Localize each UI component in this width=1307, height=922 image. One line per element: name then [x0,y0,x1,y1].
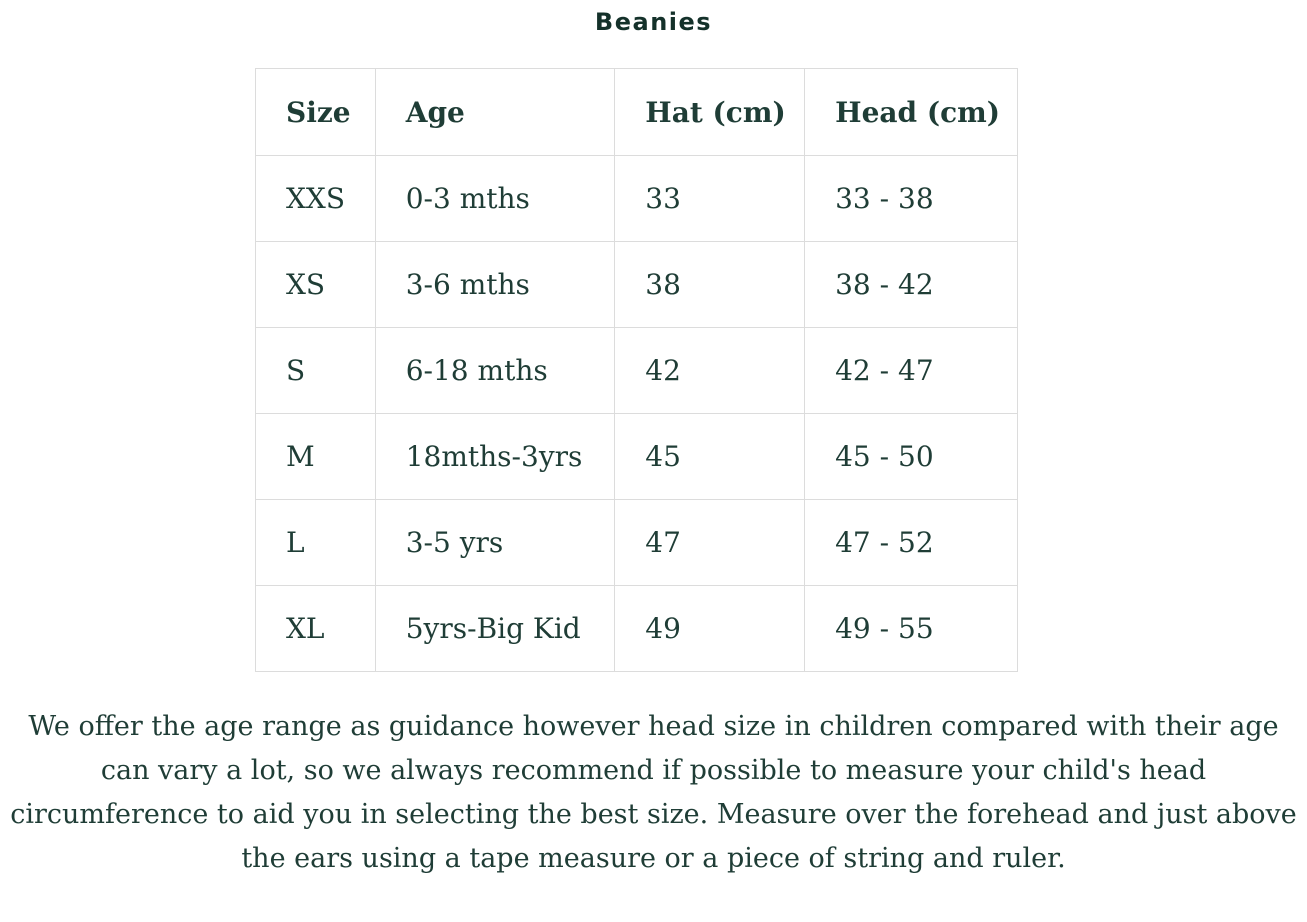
table-cell: 38 [614,241,806,328]
table-cell: XL [255,585,376,672]
table-cell: 3-6 mths [374,241,616,328]
guidance-note: We offer the age range as guidance howev… [10,711,1297,874]
table-cell: 47 - 52 [804,499,1018,586]
table-cell: 5yrs-Big Kid [374,585,616,672]
table-cell: XXS [255,155,376,242]
table-cell: 6-18 mths [374,327,616,414]
table-row: XS 3-6 mths 38 38 - 42 [255,241,1018,328]
size-table-head: Size Age Hat (cm) Head (cm) [255,68,1018,156]
column-header: Head (cm) [804,68,1018,156]
table-cell: 49 - 55 [804,585,1018,672]
table-cell: M [255,413,376,500]
size-guide-section: Beanies Size Age Hat (cm) Head (cm) XXS 0-3 … [10,8,1297,874]
page-title: Beanies [594,8,713,36]
table-row: XXS 0-3 mths 33 33 - 38 [255,155,1018,242]
size-table-body: XXS 0-3 mths 33 33 - 38 XS 3-6 mths 38 38 - 42 S… [255,155,1018,672]
table-cell: 42 [614,327,806,414]
table-row: L 3-5 yrs 47 47 - 52 [255,499,1018,586]
table-cell: 45 [614,413,806,500]
size-table: Size Age Hat (cm) Head (cm) XXS 0-3 mths 33 33… [255,68,1018,672]
table-row: M 18mths-3yrs 45 45 - 50 [255,413,1018,500]
table-row: S 6-18 mths 42 42 - 47 [255,327,1018,414]
table-cell: 45 - 50 [804,413,1018,500]
table-cell: 3-5 yrs [374,499,616,586]
column-header: Age [374,68,616,156]
table-row: XL 5yrs-Big Kid 49 49 - 55 [255,585,1018,672]
table-cell: 47 [614,499,806,586]
column-header: Hat (cm) [614,68,806,156]
table-cell: 42 - 47 [804,327,1018,414]
table-cell: 33 [614,155,806,242]
size-table-container: Size Age Hat (cm) Head (cm) XXS 0-3 mths 33 33… [255,68,1018,672]
table-header-row: Size Age Hat (cm) Head (cm) [255,68,1018,156]
table-cell: S [255,327,376,414]
column-header: Size [255,68,376,156]
table-cell: 38 - 42 [804,241,1018,328]
table-cell: 18mths-3yrs [374,413,616,500]
table-cell: 33 - 38 [804,155,1018,242]
table-cell: 49 [614,585,806,672]
table-cell: L [255,499,376,586]
table-cell: XS [255,241,376,328]
table-cell: 0-3 mths [374,155,616,242]
